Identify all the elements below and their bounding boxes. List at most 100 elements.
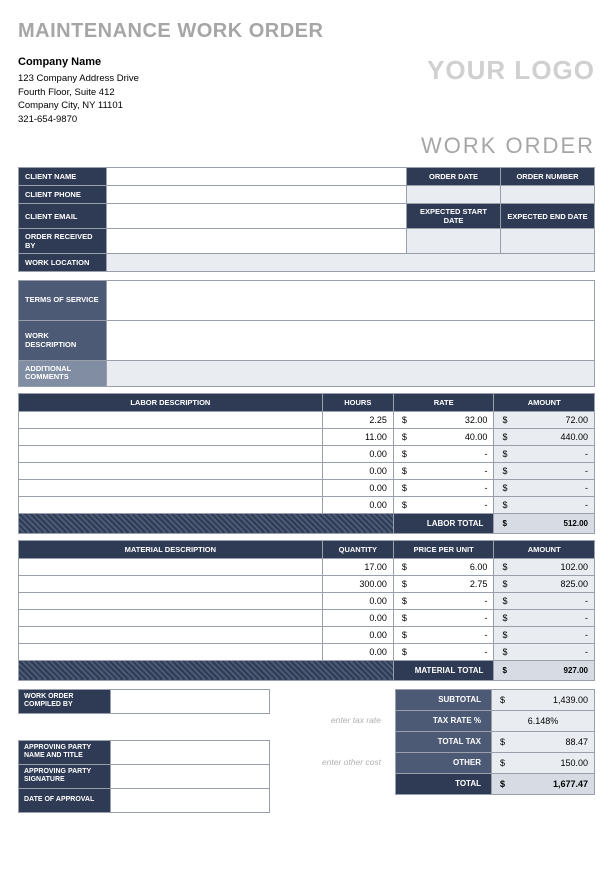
- line-hours[interactable]: 2.25: [322, 411, 393, 428]
- labor-header-amount: AMOUNT: [494, 393, 595, 411]
- label-approving-sig: APPROVING PARTY SIGNATURE: [19, 764, 111, 788]
- line-rate[interactable]: $32.00: [393, 411, 494, 428]
- label-subtotal: SUBTOTAL: [396, 689, 492, 710]
- line-desc[interactable]: [19, 462, 323, 479]
- table-row: 0.00$-$-: [19, 643, 595, 660]
- line-desc[interactable]: [19, 428, 323, 445]
- label-client-name: CLIENT NAME: [19, 168, 107, 186]
- line-qty[interactable]: 0.00: [322, 609, 393, 626]
- line-qty[interactable]: 0.00: [322, 626, 393, 643]
- material-total-value: $927.00: [494, 660, 595, 680]
- line-hours[interactable]: 0.00: [322, 496, 393, 513]
- value-taxrate[interactable]: 6.148%: [492, 710, 595, 731]
- approval-table: APPROVING PARTY NAME AND TITLE APPROVING…: [18, 740, 270, 813]
- line-amount: $-: [494, 643, 595, 660]
- footer-section: WORK ORDER COMPILED BY APPROVING PARTY N…: [18, 689, 595, 813]
- field-approving-name[interactable]: [111, 740, 270, 764]
- line-rate[interactable]: $-: [393, 462, 494, 479]
- label-exp-end: EXPECTED END DATE: [501, 204, 595, 229]
- labor-header-desc: LABOR DESCRIPTION: [19, 393, 323, 411]
- labor-header-hours: HOURS: [322, 393, 393, 411]
- compiled-table: WORK ORDER COMPILED BY: [18, 689, 270, 714]
- field-order-number[interactable]: [501, 186, 595, 204]
- line-rate[interactable]: $-: [393, 445, 494, 462]
- line-desc[interactable]: [19, 411, 323, 428]
- line-price[interactable]: $2.75: [393, 575, 494, 592]
- line-desc[interactable]: [19, 643, 323, 660]
- line-amount: $825.00: [494, 575, 595, 592]
- blank-hint: [278, 689, 387, 710]
- value-totaltax: $88.47: [492, 731, 595, 752]
- field-exp-start[interactable]: [407, 229, 501, 254]
- line-desc[interactable]: [19, 592, 323, 609]
- material-header-amount: AMOUNT: [494, 540, 595, 558]
- line-desc[interactable]: [19, 609, 323, 626]
- labor-table: LABOR DESCRIPTION HOURS RATE AMOUNT 2.25…: [18, 393, 595, 534]
- line-price[interactable]: $-: [393, 592, 494, 609]
- line-price[interactable]: $-: [393, 643, 494, 660]
- line-hours[interactable]: 0.00: [322, 445, 393, 462]
- line-hours[interactable]: 0.00: [322, 479, 393, 496]
- line-desc[interactable]: [19, 626, 323, 643]
- field-compiled[interactable]: [111, 689, 270, 713]
- line-desc[interactable]: [19, 445, 323, 462]
- line-desc[interactable]: [19, 558, 323, 575]
- line-amount: $102.00: [494, 558, 595, 575]
- company-city: Company City, NY 11101: [18, 99, 139, 113]
- label-client-phone: CLIENT PHONE: [19, 186, 107, 204]
- material-header-qty: QUANTITY: [322, 540, 393, 558]
- field-approving-sig[interactable]: [111, 764, 270, 788]
- company-name: Company Name: [18, 55, 139, 71]
- value-other[interactable]: $150.00: [492, 752, 595, 773]
- page-title: MAINTENANCE WORK ORDER: [18, 20, 595, 43]
- labor-total-spacer: [19, 513, 394, 533]
- hint-other: enter other cost: [278, 752, 387, 773]
- field-comments[interactable]: [107, 361, 595, 387]
- line-rate[interactable]: $40.00: [393, 428, 494, 445]
- label-client-email: CLIENT EMAIL: [19, 204, 107, 229]
- material-header-price: PRICE PER UNIT: [393, 540, 494, 558]
- field-work-location[interactable]: [107, 254, 595, 272]
- line-hours[interactable]: 0.00: [322, 462, 393, 479]
- line-rate[interactable]: $-: [393, 496, 494, 513]
- field-date-approval[interactable]: [111, 788, 270, 812]
- table-row: 0.00$-$-: [19, 626, 595, 643]
- table-row: 300.00$2.75$825.00: [19, 575, 595, 592]
- table-row: 17.00$6.00$102.00: [19, 558, 595, 575]
- table-row: 0.00$-$-: [19, 592, 595, 609]
- label-approving-name: APPROVING PARTY NAME AND TITLE: [19, 740, 111, 764]
- field-order-date[interactable]: [407, 186, 501, 204]
- line-qty[interactable]: 17.00: [322, 558, 393, 575]
- line-desc[interactable]: [19, 479, 323, 496]
- table-row: 0.00$-$-: [19, 479, 595, 496]
- line-qty[interactable]: 300.00: [322, 575, 393, 592]
- line-desc[interactable]: [19, 575, 323, 592]
- field-terms[interactable]: [107, 281, 595, 321]
- material-total-spacer: [19, 660, 394, 680]
- field-exp-end[interactable]: [501, 229, 595, 254]
- line-price[interactable]: $-: [393, 609, 494, 626]
- line-price[interactable]: $6.00: [393, 558, 494, 575]
- line-rate[interactable]: $-: [393, 479, 494, 496]
- company-addr2: Fourth Floor, Suite 412: [18, 86, 139, 100]
- value-total: $1,677.47: [492, 773, 595, 794]
- field-client-phone[interactable]: [107, 186, 407, 204]
- line-qty[interactable]: 0.00: [322, 643, 393, 660]
- material-header-desc: MATERIAL DESCRIPTION: [19, 540, 323, 558]
- line-desc[interactable]: [19, 496, 323, 513]
- label-order-date: ORDER DATE: [407, 168, 501, 186]
- field-work-desc[interactable]: [107, 321, 595, 361]
- label-work-location: WORK LOCATION: [19, 254, 107, 272]
- table-row: 11.00$40.00$440.00: [19, 428, 595, 445]
- line-price[interactable]: $-: [393, 626, 494, 643]
- field-client-name[interactable]: [107, 168, 407, 186]
- line-qty[interactable]: 0.00: [322, 592, 393, 609]
- field-order-received[interactable]: [107, 229, 407, 254]
- label-work-desc: WORK DESCRIPTION: [19, 321, 107, 361]
- labor-total-value: $512.00: [494, 513, 595, 533]
- company-addr1: 123 Company Address Drive: [18, 72, 139, 86]
- header-row: Company Name 123 Company Address Drive F…: [18, 55, 595, 127]
- field-client-email[interactable]: [107, 204, 407, 229]
- line-amount: $-: [494, 592, 595, 609]
- line-hours[interactable]: 11.00: [322, 428, 393, 445]
